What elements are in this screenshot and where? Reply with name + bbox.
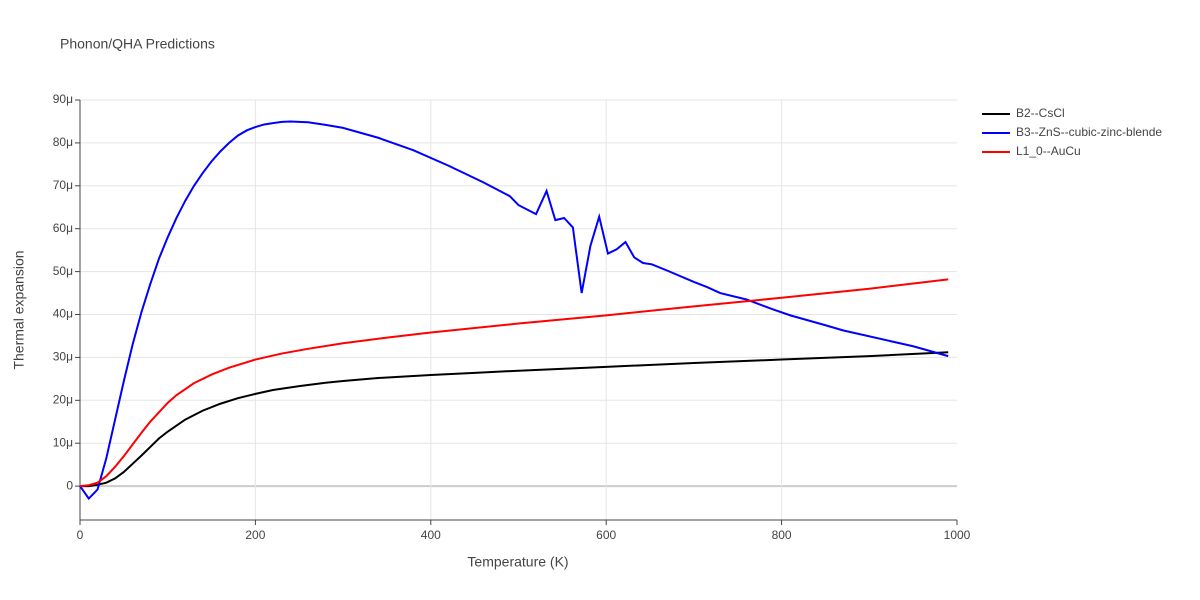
chart-title: Phonon/QHA Predictions (60, 36, 215, 52)
y-tick-label: 60μ (53, 221, 73, 235)
y-tick-label: 90μ (53, 92, 73, 106)
legend-label: B2--CsCl (1016, 106, 1065, 120)
x-axis-title: Temperature (K) (467, 554, 568, 570)
y-tick-label: 20μ (53, 392, 73, 406)
x-tick-label: 800 (772, 528, 792, 542)
y-tick-label: 0 (66, 478, 73, 492)
legend-label: L1_0--AuCu (1016, 144, 1081, 158)
x-tick-label: 0 (77, 528, 84, 542)
x-tick-label: 1000 (944, 528, 971, 542)
y-tick-label: 80μ (53, 135, 73, 149)
legend-label: B3--ZnS--cubic-zinc-blende (1016, 125, 1162, 139)
x-tick-label: 200 (245, 528, 265, 542)
x-tick-label: 600 (596, 528, 616, 542)
y-tick-label: 30μ (53, 350, 73, 364)
y-tick-label: 70μ (53, 178, 73, 192)
y-axis-title: Thermal expansion (11, 250, 27, 369)
line-series (79, 120, 949, 501)
y-tick-label: 10μ (53, 435, 73, 449)
line-series (80, 351, 949, 488)
y-tick-label: 50μ (53, 264, 73, 278)
line-series (79, 278, 949, 488)
x-tick-label: 400 (421, 528, 441, 542)
y-tick-label: 40μ (53, 307, 73, 321)
